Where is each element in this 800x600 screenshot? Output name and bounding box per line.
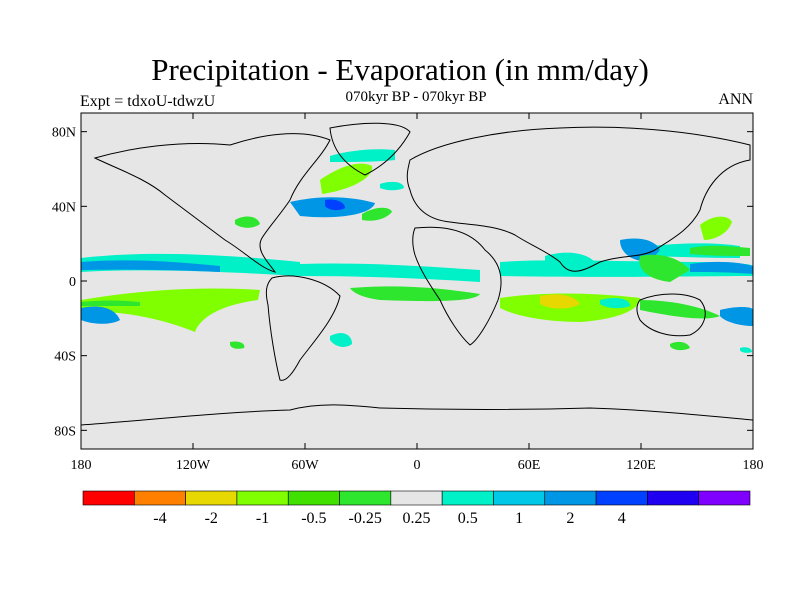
colorbar-label: 0.25 (403, 510, 431, 527)
anomaly-region (81, 300, 140, 306)
lat-tick-label: 40S (54, 350, 76, 365)
coastline-eurasia (406, 126, 751, 272)
colorbar-label: -4 (153, 510, 166, 527)
lat-tick-label: 80S (54, 424, 76, 439)
anomaly-region (600, 298, 630, 309)
coastline-australia (636, 293, 706, 337)
experiment-label: Expt = tdxoU-tdwzU (80, 93, 216, 110)
anomaly-region (330, 149, 395, 162)
colorbar-label: -1 (256, 510, 269, 527)
anomaly-region (545, 252, 595, 270)
anomaly-region (639, 254, 690, 282)
colorbar-label: -0.25 (349, 510, 382, 527)
colorbar-label: 1 (515, 510, 523, 527)
colorbar-swatch (493, 490, 546, 506)
anomaly-region (235, 216, 260, 228)
anomaly-region (230, 341, 245, 349)
anomaly-region (720, 307, 753, 326)
lat-tick-label: 40N (52, 200, 76, 215)
season-label: ANN (718, 91, 753, 108)
colorbar-swatch (287, 490, 340, 506)
lon-tick-label: 0 (414, 458, 421, 473)
colorbar-swatch (698, 490, 751, 506)
map-title: Precipitation - Evaporation (in mm/day) (151, 52, 649, 87)
colorbar-swatch (441, 490, 494, 506)
colorbar-label: 2 (566, 510, 574, 527)
colorbar-label: 0.5 (458, 510, 478, 527)
anomaly-region (81, 260, 220, 272)
anomaly-region (690, 261, 753, 274)
anomaly-region (700, 216, 732, 240)
colorbar-swatch (82, 490, 135, 506)
anomaly-region (540, 294, 580, 309)
colorbar-swatch (134, 490, 186, 506)
colorbar-label: -2 (205, 510, 218, 527)
coastline-north-america (93, 133, 331, 273)
coastline-greenland (329, 122, 411, 176)
colorbar-swatch (236, 490, 289, 506)
lon-tick-label: 180 (743, 458, 764, 473)
axis-ticks: 80N 40N 0 40S 80S 180 120W 60W 0 60E 120E 180 (52, 113, 764, 473)
lon-tick-label: 60E (518, 458, 541, 473)
colorbar-label: -0.5 (301, 510, 326, 527)
map-subtitle: 070kyr BP - 070kyr BP (345, 89, 487, 105)
anomaly-region (330, 333, 352, 347)
lon-tick-label: 180 (71, 458, 92, 473)
colorbar-swatch (390, 490, 443, 506)
lon-tick-label: 60W (291, 458, 319, 473)
anomaly-region (740, 347, 752, 353)
colorbar: -4 -2 -1 -0.5 -0.25 0.25 0.5 1 2 4 (82, 490, 751, 527)
anomaly-region (670, 341, 690, 351)
lat-tick-label: 0 (69, 275, 76, 290)
colorbar-swatch (339, 490, 392, 506)
coastline-south-america (265, 275, 341, 381)
map-background (81, 113, 753, 449)
colorbar-swatch (544, 490, 597, 506)
anomaly-region (640, 300, 720, 319)
coastlines (81, 122, 753, 426)
colorbar-swatch (185, 490, 238, 506)
anomaly-region (690, 245, 750, 256)
lon-tick-label: 120E (626, 458, 656, 473)
anomaly-region (81, 288, 260, 332)
colorbar-swatch (595, 490, 648, 506)
anomaly-region (325, 199, 345, 211)
anomaly-region (300, 263, 480, 282)
anomaly-region (81, 306, 120, 324)
anomaly-region (350, 286, 480, 302)
colorbar-label: 4 (618, 510, 626, 527)
anomaly-field (81, 149, 753, 353)
colorbar-swatch (647, 490, 699, 506)
coastline-antarctica (81, 404, 753, 426)
lon-tick-label: 120W (176, 458, 211, 473)
anomaly-region (362, 207, 392, 221)
anomaly-region (380, 181, 404, 191)
lat-tick-label: 80N (52, 126, 76, 141)
coastline-africa (412, 226, 502, 346)
